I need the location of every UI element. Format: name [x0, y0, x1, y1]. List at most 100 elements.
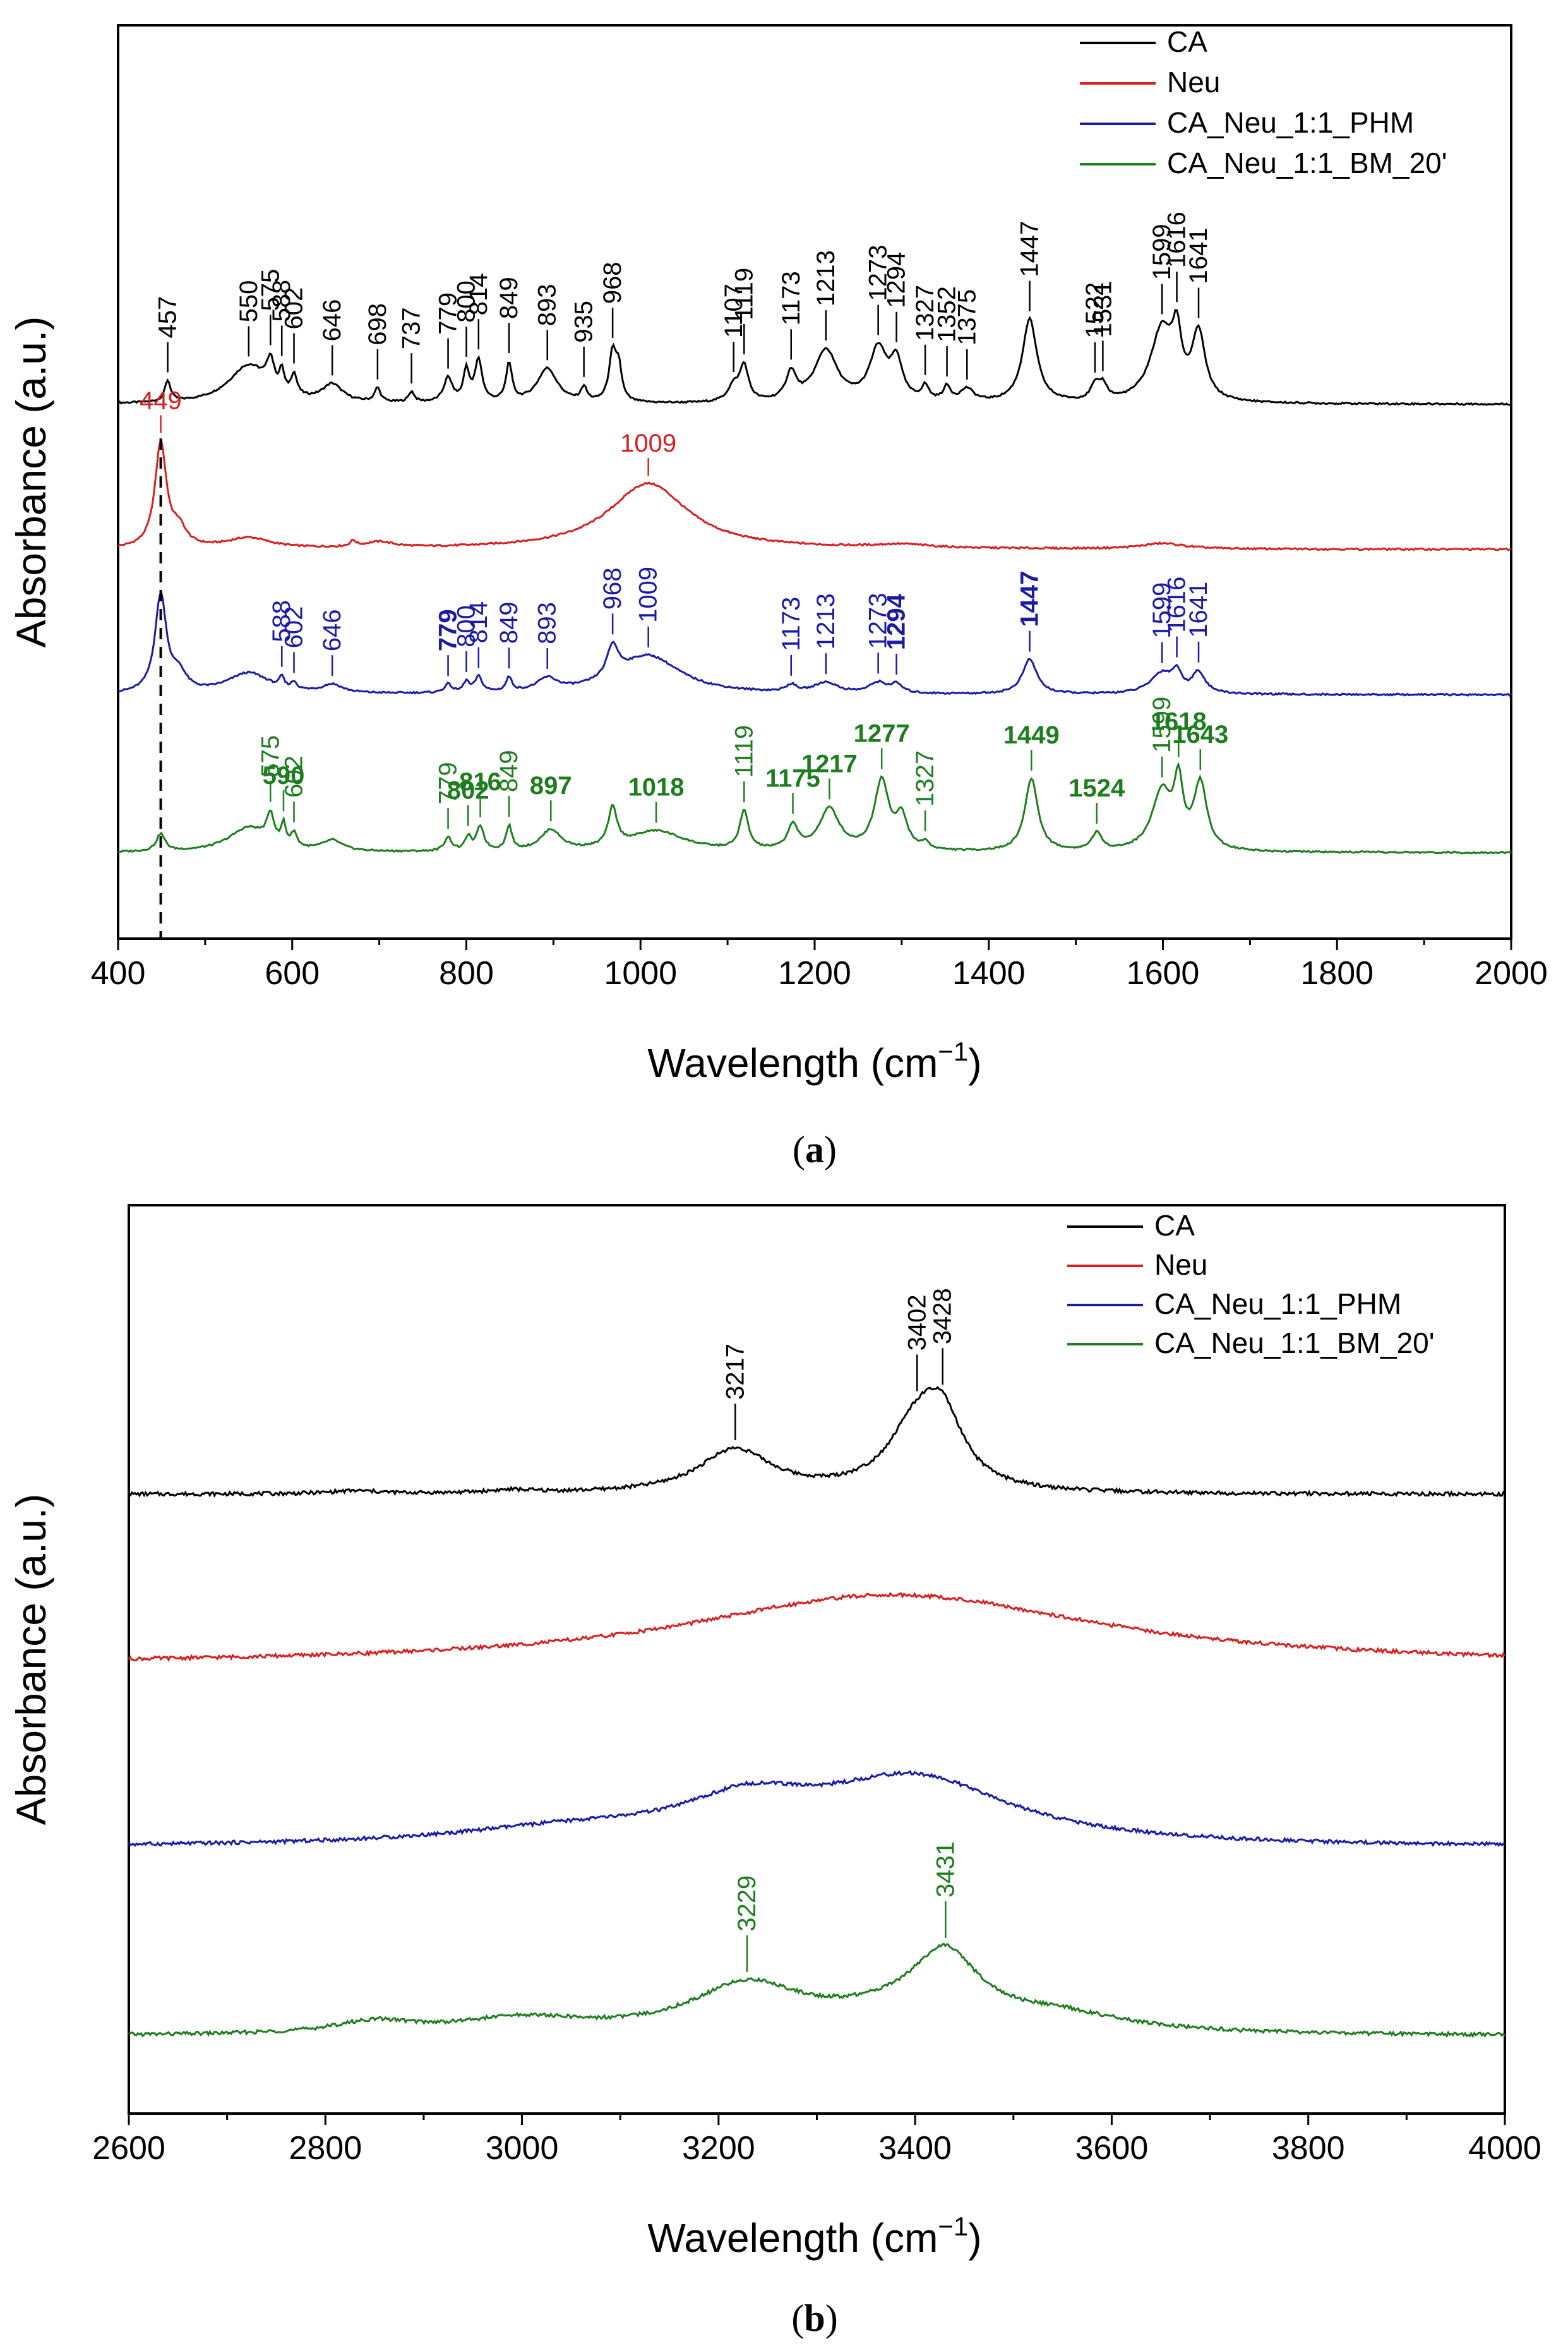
peak-label: 457: [154, 296, 182, 339]
peak-label: 816: [459, 768, 501, 796]
x-tick-label: 1800: [1300, 955, 1373, 992]
x-tick-label: 3200: [682, 2130, 755, 2167]
peak-label: 1375: [953, 289, 981, 346]
peak-label: 849: [495, 602, 523, 644]
series-line-0: [117, 309, 1512, 406]
panel-b-caption-letter: b: [804, 2297, 825, 2339]
panel-b-x-axis-title: Wavelength (cm−1): [647, 2211, 981, 2261]
panel-a-x-axis-title-main: Wavelength (cm: [647, 1040, 938, 1086]
peak-label: 1327: [911, 285, 939, 341]
peak-label: 550: [235, 280, 263, 323]
peak-label: 935: [570, 301, 598, 343]
peak-label: 1352: [933, 286, 961, 342]
series-line-3: [128, 1942, 1506, 2038]
panel-a-legend: CA Neu CA_Neu_1:1_PHM CA_Neu_1:1_BM_20': [1080, 25, 1447, 179]
peak-label: 575: [256, 269, 284, 311]
legend-entry: CA_Neu_1:1_PHM: [1154, 1287, 1401, 1320]
peak-label: 1273: [865, 593, 892, 649]
panel-a-x-ticks: 400 600 800 1000 1200 1400 1600 1800 2000: [91, 939, 1548, 992]
series-line-2: [117, 591, 1512, 697]
legend-entry: Neu: [1167, 66, 1220, 99]
peak-label: 1641: [1185, 228, 1212, 284]
peak-label: 1447: [1016, 221, 1044, 277]
series-line-1: [117, 438, 1512, 551]
peak-label: 800: [453, 605, 481, 647]
peak-label: 814: [465, 601, 493, 644]
peak-label: 3431: [931, 1841, 959, 1898]
panel-b-x-ticks: 2600 2800 3000 3200 3400 3600 3800 4000: [92, 2114, 1541, 2167]
peak-label: 1119: [730, 725, 758, 778]
peak-label: 779: [434, 762, 462, 804]
peak-label: 3229: [733, 1875, 761, 1932]
peak-label: 1217: [801, 750, 858, 778]
panel-b-x-axis-title-end: ): [968, 2215, 981, 2261]
peak-label: 602: [280, 755, 308, 798]
x-tick-label: 1400: [952, 955, 1026, 992]
legend-entry: CA: [1154, 1209, 1195, 1242]
peak-label: 1294: [883, 593, 911, 650]
peak-label: 849: [495, 277, 523, 319]
peak-label: 1618: [1151, 708, 1207, 736]
x-tick-label: 4000: [1468, 2130, 1541, 2167]
panel-a-x-axis-title-sup: −1: [938, 1037, 968, 1066]
peak-label: 897: [530, 772, 572, 800]
series-line-1: [128, 1591, 1506, 1663]
panel-b-x-axis-title-main: Wavelength (cm: [647, 2215, 938, 2261]
peak-label: 575: [256, 735, 284, 778]
peak-label: 849: [495, 750, 523, 792]
peak-label: 1273: [865, 245, 892, 301]
panel-b-curves: [128, 1386, 1506, 2038]
peak-label: 602: [280, 287, 308, 330]
peak-label: 449: [140, 387, 182, 415]
peak-label: 1641: [1185, 582, 1212, 638]
legend-entry: CA: [1167, 25, 1207, 58]
peak-label: 588: [268, 600, 296, 642]
peak-label: 1277: [854, 719, 910, 747]
peak-label: 588: [268, 280, 296, 322]
peak-label: 1173: [777, 597, 805, 651]
x-tick-label: 1200: [778, 955, 851, 992]
peak-label: 1018: [628, 774, 685, 802]
legend-entry: CA_Neu_1:1_BM_20': [1167, 147, 1447, 179]
panel-b: 2600 2800 3000 3200 3400 3600 3800 4000 3217 340…: [8, 1204, 1541, 2339]
peak-label: 779: [434, 609, 462, 651]
peak-label: 1599: [1148, 582, 1176, 639]
x-tick-label: 800: [439, 955, 494, 992]
panel-a-y-axis-title: Absorbance (a.u.): [8, 316, 54, 648]
legend-entry: Neu: [1154, 1248, 1207, 1281]
peak-label: 1173: [777, 271, 805, 325]
peak-label: 646: [318, 299, 346, 342]
peak-label: 1616: [1163, 577, 1191, 633]
peak-label: 1524: [1068, 774, 1125, 802]
series-line-2: [128, 1770, 1505, 1848]
x-tick-label: 600: [265, 955, 320, 992]
panel-b-y-axis-title: Absorbance (a.u.): [8, 1494, 54, 1826]
panel-a-curves: [117, 309, 1512, 939]
x-tick-label: 2600: [92, 2130, 165, 2167]
x-tick-label: 1600: [1127, 955, 1200, 992]
peak-label: 646: [318, 610, 346, 652]
peak-label: 3402: [903, 1294, 931, 1350]
x-tick-label: 3000: [486, 2130, 559, 2167]
panel-a-caption: (a): [793, 1129, 837, 1170]
peak-label: 1107: [720, 284, 748, 338]
legend-entry: CA_Neu_1:1_BM_20': [1154, 1326, 1435, 1359]
peak-label: 1447: [1016, 571, 1044, 627]
peak-label: 802: [447, 777, 489, 805]
peak-label: 1327: [911, 750, 939, 807]
panel-a-x-axis-title-end: ): [968, 1040, 981, 1086]
peak-label: 1119: [730, 268, 758, 320]
panel-a: 400 600 800 1000 1200 1400 1600 1800 2000 457 550…: [8, 24, 1548, 1170]
peak-label: 1449: [1003, 721, 1060, 749]
panel-b-caption: (b): [791, 2297, 837, 2339]
x-tick-label: 400: [91, 955, 146, 992]
legend-entry: CA_Neu_1:1_PHM: [1167, 106, 1414, 139]
x-tick-label: 1000: [604, 955, 677, 992]
x-tick-label: 3800: [1272, 2130, 1345, 2167]
peak-label: 968: [599, 568, 626, 610]
peak-label: 1294: [883, 252, 911, 308]
peak-label: 1009: [620, 430, 676, 457]
peak-label: 1009: [635, 567, 662, 623]
